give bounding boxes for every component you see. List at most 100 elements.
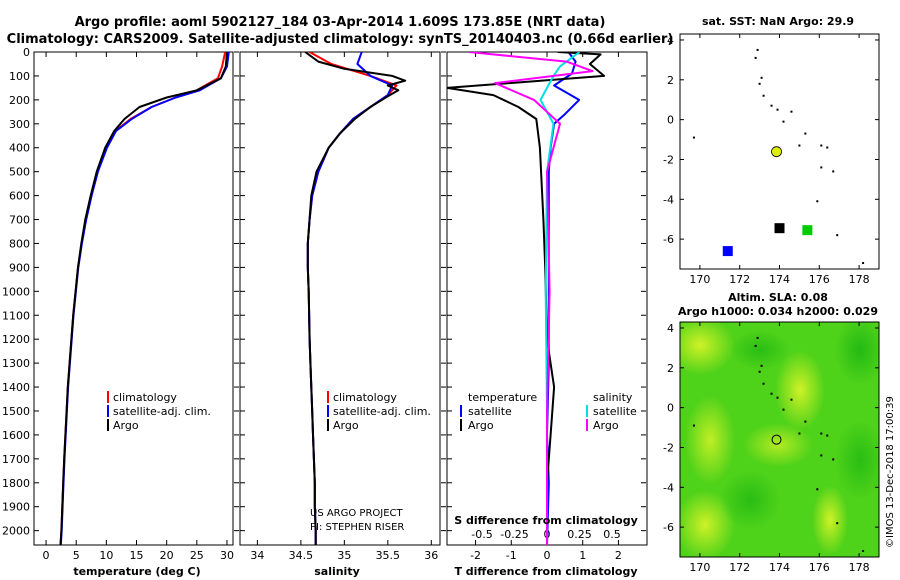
legend-swatch-climatology xyxy=(327,391,329,403)
series-line-argo xyxy=(59,52,228,545)
map-x-tick-label: 170 xyxy=(689,273,710,286)
depth-tick-label: 1400 xyxy=(2,381,30,394)
series-line-satellite-adj-clim- xyxy=(306,52,394,545)
legend-title-salinity: salinity xyxy=(593,391,633,404)
sst-map-coastline xyxy=(692,48,865,265)
x-tick-label: 15 xyxy=(130,549,144,562)
x-tick-label: 20 xyxy=(160,549,174,562)
x-tick-label: 5 xyxy=(73,549,80,562)
chart-title-line1: Argo profile: aoml 5902127_184 03-Apr-20… xyxy=(75,15,606,30)
map-x-tick-label: 178 xyxy=(849,561,870,574)
x-tick-label: -1 xyxy=(506,549,517,562)
map-x-tick-label: 174 xyxy=(769,561,790,574)
island-speck xyxy=(836,522,839,525)
depth-tick-label: 800 xyxy=(9,237,30,250)
island-speck xyxy=(754,344,757,347)
x-tick-label: 35.5 xyxy=(376,549,401,562)
island-speck xyxy=(776,396,779,399)
series-line-argo xyxy=(304,52,407,545)
island-speck xyxy=(790,110,793,113)
x-tick-label: 35 xyxy=(337,549,351,562)
temperature-legend: climatology satellite-adj. clim. Argo xyxy=(107,391,211,432)
s-tick-label: 0.25 xyxy=(567,528,592,541)
series-line-satellite-adj-clim- xyxy=(59,52,230,545)
salinity-legend: climatology satellite-adj. clim. Argo xyxy=(327,391,431,432)
series-line-climatology xyxy=(59,52,227,545)
map-marker-circle xyxy=(771,146,782,158)
island-speck xyxy=(692,136,695,139)
temperature-xlabel: temperature (deg C) xyxy=(73,565,200,578)
island-speck xyxy=(816,488,819,491)
island-speck xyxy=(692,424,695,427)
salinity-panel xyxy=(239,51,441,546)
legend-title-temperature: temperature xyxy=(468,391,537,404)
map-marker-square xyxy=(802,225,813,236)
legend-swatch-satellite xyxy=(327,405,329,417)
sla-map-title-line2: Argo h1000: 0.034 h2000: 0.029 xyxy=(678,305,878,318)
island-speck xyxy=(760,364,763,367)
island-speck xyxy=(790,398,793,401)
island-speck xyxy=(762,94,765,97)
map-y-tick-label: -6 xyxy=(663,521,674,534)
island-speck xyxy=(798,432,801,435)
x-tick-label: 36 xyxy=(424,549,438,562)
sla-map-axes: 170 172 174 176 178 4 2 0 -2 -4 -6 xyxy=(663,322,879,574)
map-x-tick-label: 178 xyxy=(849,273,870,286)
map-y-tick-label: -4 xyxy=(663,481,674,494)
x-tick-label: 2 xyxy=(615,549,622,562)
temperature-x-axis: 0 5 10 15 20 25 30 xyxy=(43,52,234,562)
map-y-tick-label: -2 xyxy=(663,441,674,454)
island-speck xyxy=(756,336,759,339)
depth-tick-label: 200 xyxy=(9,94,30,107)
series-line-climatology xyxy=(306,52,398,545)
project-annotation-line2: PI: STEPHEN RISER xyxy=(310,522,404,533)
credit-text: ©IMOS 13-Dec-2018 17:00:39 xyxy=(885,396,896,548)
sst-map-axes: 170 172 174 176 178 4 2 0 -2 -4 -6 xyxy=(663,34,879,286)
x-tick-label: 30 xyxy=(220,549,234,562)
legend-swatch-t-satellite xyxy=(460,405,462,417)
sla-low-patch xyxy=(835,420,879,500)
depth-tick-label: 600 xyxy=(9,190,30,203)
island-speck xyxy=(832,458,835,461)
depth-tick-label: 1900 xyxy=(2,501,30,514)
sla-map-markers xyxy=(771,434,782,445)
map-y-tick-label: -6 xyxy=(663,233,674,246)
map-y-tick-label: -4 xyxy=(663,193,674,206)
depth-tick-label: 1300 xyxy=(2,357,30,370)
map-y-tick-label: 0 xyxy=(667,114,674,127)
island-speck xyxy=(820,166,823,169)
depth-tick-label: 1700 xyxy=(2,453,30,466)
map-x-tick-label: 170 xyxy=(689,561,710,574)
island-speck xyxy=(770,392,773,395)
depth-tick-label: 100 xyxy=(9,70,30,83)
island-speck xyxy=(816,200,819,203)
island-speck xyxy=(762,382,765,385)
legend-label-s-satellite: satellite xyxy=(593,405,637,418)
depth-tick-label: 1800 xyxy=(2,477,30,490)
salinity-x-axis: 34 34.5 35 35.5 36 xyxy=(250,52,438,562)
legend-swatch-argo xyxy=(107,419,109,431)
s-tick-label: 0.5 xyxy=(603,528,621,541)
depth-tick-label: 700 xyxy=(9,214,30,227)
depth-tick-label: 0 xyxy=(23,46,30,59)
sst-map-markers xyxy=(722,146,813,257)
map-x-tick-label: 176 xyxy=(809,273,830,286)
legend-swatch-satellite xyxy=(107,405,109,417)
legend-label-argo: Argo xyxy=(333,419,359,432)
island-speck xyxy=(820,454,823,457)
salinity-lines xyxy=(304,52,407,545)
difference-xlabel2: S difference from climatology xyxy=(454,514,638,527)
map-marker-circle xyxy=(771,434,782,445)
island-speck xyxy=(804,420,807,423)
island-speck xyxy=(798,144,801,147)
depth-tick-label: 1500 xyxy=(2,405,30,418)
map-y-tick-label: -2 xyxy=(663,153,674,166)
difference-xlabel: T difference from climatology xyxy=(454,565,637,578)
difference-legend: temperature satellite Argo salinity sate… xyxy=(460,391,637,432)
island-speck xyxy=(862,262,865,265)
s-tick-label: -0.25 xyxy=(500,528,528,541)
project-annotation-line1: US ARGO PROJECT xyxy=(310,508,404,519)
depth-tick-label: 2000 xyxy=(2,525,30,538)
sst-map-title: sat. SST: NaN Argo: 29.9 xyxy=(702,15,854,28)
